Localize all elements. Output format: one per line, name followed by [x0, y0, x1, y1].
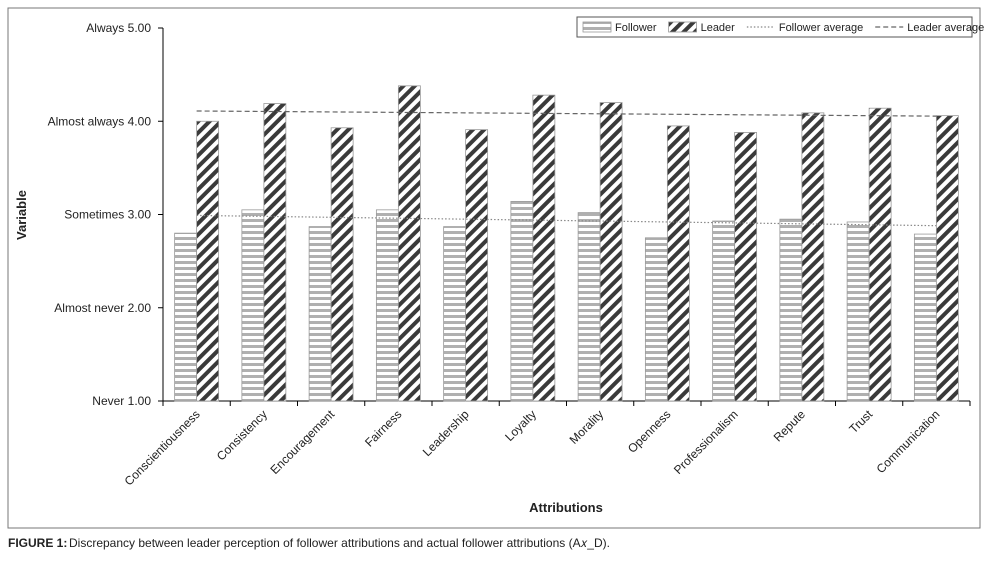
bar	[510, 201, 534, 402]
bar	[577, 212, 601, 402]
x-tick-label: Repute	[771, 407, 808, 444]
bar	[666, 125, 690, 402]
bar	[532, 94, 556, 402]
bar	[308, 226, 332, 402]
x-tick-label: Consistency	[214, 407, 270, 463]
legend-swatch	[582, 21, 612, 33]
bar	[196, 120, 220, 402]
bar	[734, 132, 758, 402]
bar	[241, 209, 265, 402]
average-line	[196, 214, 937, 227]
bar	[375, 209, 399, 402]
y-tick-label: Almost never 2.00	[54, 301, 151, 315]
x-tick-label: Fairness	[362, 407, 404, 449]
bar	[801, 112, 825, 402]
bar	[465, 129, 489, 402]
bar	[868, 107, 892, 402]
bar	[779, 218, 803, 402]
legend: Follower Leader Follower average Leader ave…	[576, 16, 984, 38]
x-tick-label: Morality	[567, 407, 607, 447]
bar	[599, 102, 623, 402]
x-axis-title: Attributions	[529, 500, 603, 515]
legend-label: Follower average	[779, 22, 863, 34]
bar	[174, 232, 198, 402]
frame	[7, 7, 981, 529]
y-tick-label: Sometimes 3.00	[64, 208, 151, 222]
bar	[644, 237, 668, 402]
y-axis-title: Variable	[14, 190, 29, 240]
x-tick-label: Loyalty	[502, 407, 539, 444]
x-tick-label: Openness	[625, 407, 674, 456]
y-tick-label: Never 1.00	[92, 394, 151, 408]
legend-swatch	[668, 21, 697, 33]
x-tick-label: Encouragement	[267, 407, 337, 477]
caption: Discrepancy between leader perception of…	[69, 536, 610, 550]
x-tick-label: Leadership	[420, 407, 472, 459]
bar	[397, 85, 421, 402]
bar	[263, 103, 287, 402]
average-line	[196, 110, 937, 117]
legend-label: Leader average	[907, 22, 984, 34]
legend-label: Leader	[701, 22, 736, 34]
bar	[846, 221, 870, 402]
x-tick-label: Communication	[874, 407, 943, 476]
bar	[913, 233, 937, 402]
x-tick-label: Trust	[846, 407, 875, 436]
bar	[330, 127, 354, 402]
bar	[443, 226, 467, 402]
x-tick-label: Professionalism	[671, 407, 741, 477]
x-tick-label: Conscientiousness	[122, 407, 203, 488]
bar	[712, 220, 736, 402]
y-tick-label: Almost always 4.00	[48, 114, 152, 128]
caption-label: FIGURE 1:	[8, 536, 67, 550]
legend-label: Follower	[615, 22, 657, 34]
y-tick-label: Always 5.00	[86, 21, 151, 35]
bar	[935, 115, 959, 402]
